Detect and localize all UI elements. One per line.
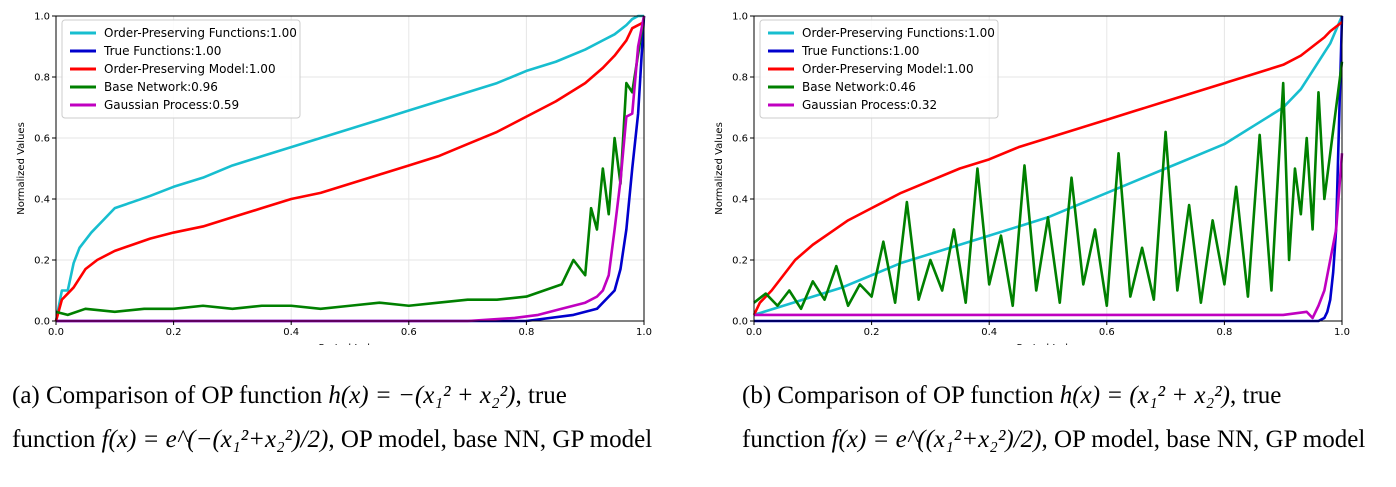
y-tick-label: 0.0 xyxy=(732,317,748,328)
caption-b-math1: h(x) = (x₁² + x₂²) xyxy=(1059,382,1230,409)
x-tick-label: 0.2 xyxy=(166,327,182,338)
caption-b-text4: , OP model, base NN, GP model xyxy=(1041,426,1366,453)
legend-label-4: Gaussian Process:0.59 xyxy=(104,98,239,112)
caption-a-math1: h(x) = −(x₁² + x₂²) xyxy=(328,382,516,409)
caption-b-line1: (b) Comparison of OP function h(x) = (x₁… xyxy=(742,378,1281,414)
x-tick-label: 0.4 xyxy=(283,327,299,338)
series-line-3 xyxy=(55,15,646,317)
caption-b-math2: f(x) = e^((x₁²+x₂²)/2) xyxy=(831,426,1042,453)
y-axis-label: Normalized Values xyxy=(16,122,27,215)
caption-a-text1: (a) Comparison of OP function xyxy=(12,382,329,409)
legend-box xyxy=(61,19,301,119)
y-tick-label: 0.2 xyxy=(34,256,50,267)
caption-b-text3: function xyxy=(742,426,832,453)
series-line-3 xyxy=(753,61,1344,311)
axes-frame xyxy=(753,15,1343,322)
legend-label-4: Gaussian Process:0.32 xyxy=(802,98,937,112)
y-tick-label: 0.6 xyxy=(732,134,748,145)
x-tick-label: 0.6 xyxy=(1099,327,1115,338)
y-tick-label: 0.2 xyxy=(732,256,748,267)
x-tick-label: 0.4 xyxy=(981,327,997,338)
caption-b-text2: , true xyxy=(1230,382,1282,409)
x-axis-label: Sorted Index xyxy=(1016,343,1080,345)
caption-a-text2: , true xyxy=(515,382,567,409)
caption-b-text1: (b) Comparison of OP function xyxy=(742,382,1060,409)
legend-label-0: Order-Preserving Functions:1.00 xyxy=(802,26,995,40)
axes-frame xyxy=(55,15,645,322)
x-tick-label: 1.0 xyxy=(636,327,652,338)
series-line-2 xyxy=(752,21,1343,316)
caption-a-line1: (a) Comparison of OP function h(x) = −(x… xyxy=(12,378,567,414)
y-tick-label: 0.4 xyxy=(34,195,50,206)
y-tick-label: 0.0 xyxy=(34,317,50,328)
x-tick-label: 1.0 xyxy=(1334,327,1350,338)
chart-panel-a: 0.0 0.2 0.4 0.6 0.8 1.0 0.0 0.2 0.4 0.6 0.8 1.0 Sort… xyxy=(12,12,652,458)
y-tick-label: 0.8 xyxy=(34,73,50,84)
caption-a-text3: function xyxy=(12,426,102,453)
x-tick-label: 0.2 xyxy=(864,327,880,338)
legend: Order-Preserving Functions:1.00 True Func… xyxy=(61,19,301,119)
caption-a-math2: f(x) = e^(−(x₁²+x₂²)/2) xyxy=(101,426,329,453)
legend-label-1: True Functions:1.00 xyxy=(103,44,221,58)
x-tick-label: 0.0 xyxy=(48,327,64,338)
legend-label-0: Order-Preserving Functions:1.00 xyxy=(104,26,297,40)
x-axis-label: Sorted Index xyxy=(318,343,382,345)
x-tick-label: 0.0 xyxy=(746,327,762,338)
y-tick-label: 1.0 xyxy=(732,12,748,23)
y-axis-label: Normalized Values xyxy=(714,122,725,215)
chart-a: 0.0 0.2 0.4 0.6 0.8 1.0 0.0 0.2 0.4 0.6 0.8 1.0 Sort… xyxy=(16,12,652,346)
caption-b-line2: function f(x) = e^((x₁²+x₂²)/2), OP mode… xyxy=(742,422,1365,458)
caption-a-text4: , OP model, base NN, GP model xyxy=(328,426,653,453)
series-line-4 xyxy=(754,153,1344,320)
x-tick-label: 0.6 xyxy=(401,327,417,338)
series-line-2 xyxy=(54,20,645,322)
legend-label-2: Order-Preserving Model:1.00 xyxy=(802,62,974,76)
series-line-0 xyxy=(753,15,1344,317)
y-tick-label: 0.4 xyxy=(732,195,748,206)
legend-label-3: Base Network:0.46 xyxy=(802,80,916,94)
chart-b: 0.0 0.2 0.4 0.6 0.8 1.0 0.0 0.2 0.4 0.6 0.8 1.0 Sort… xyxy=(714,12,1350,346)
series-line-0 xyxy=(54,14,644,322)
y-tick-label: 0.6 xyxy=(34,134,50,145)
x-tick-label: 0.8 xyxy=(518,327,534,338)
legend-label-1: True Functions:1.00 xyxy=(801,44,919,58)
legend-label-2: Order-Preserving Model:1.00 xyxy=(104,62,276,76)
legend-label-3: Base Network:0.96 xyxy=(104,80,218,94)
legend-box xyxy=(759,19,999,119)
caption-a-line2: function f(x) = e^(−(x₁²+x₂²)/2), OP mod… xyxy=(12,422,652,458)
chart-panel-b: 0.0 0.2 0.4 0.6 0.8 1.0 0.0 0.2 0.4 0.6 0.8 1.0 Sort… xyxy=(698,0,1396,487)
legend: Order-Preserving Functions:1.00 True Func… xyxy=(759,19,999,119)
y-tick-label: 0.8 xyxy=(732,73,748,84)
y-tick-label: 1.0 xyxy=(34,12,50,23)
x-tick-label: 0.8 xyxy=(1216,327,1232,338)
